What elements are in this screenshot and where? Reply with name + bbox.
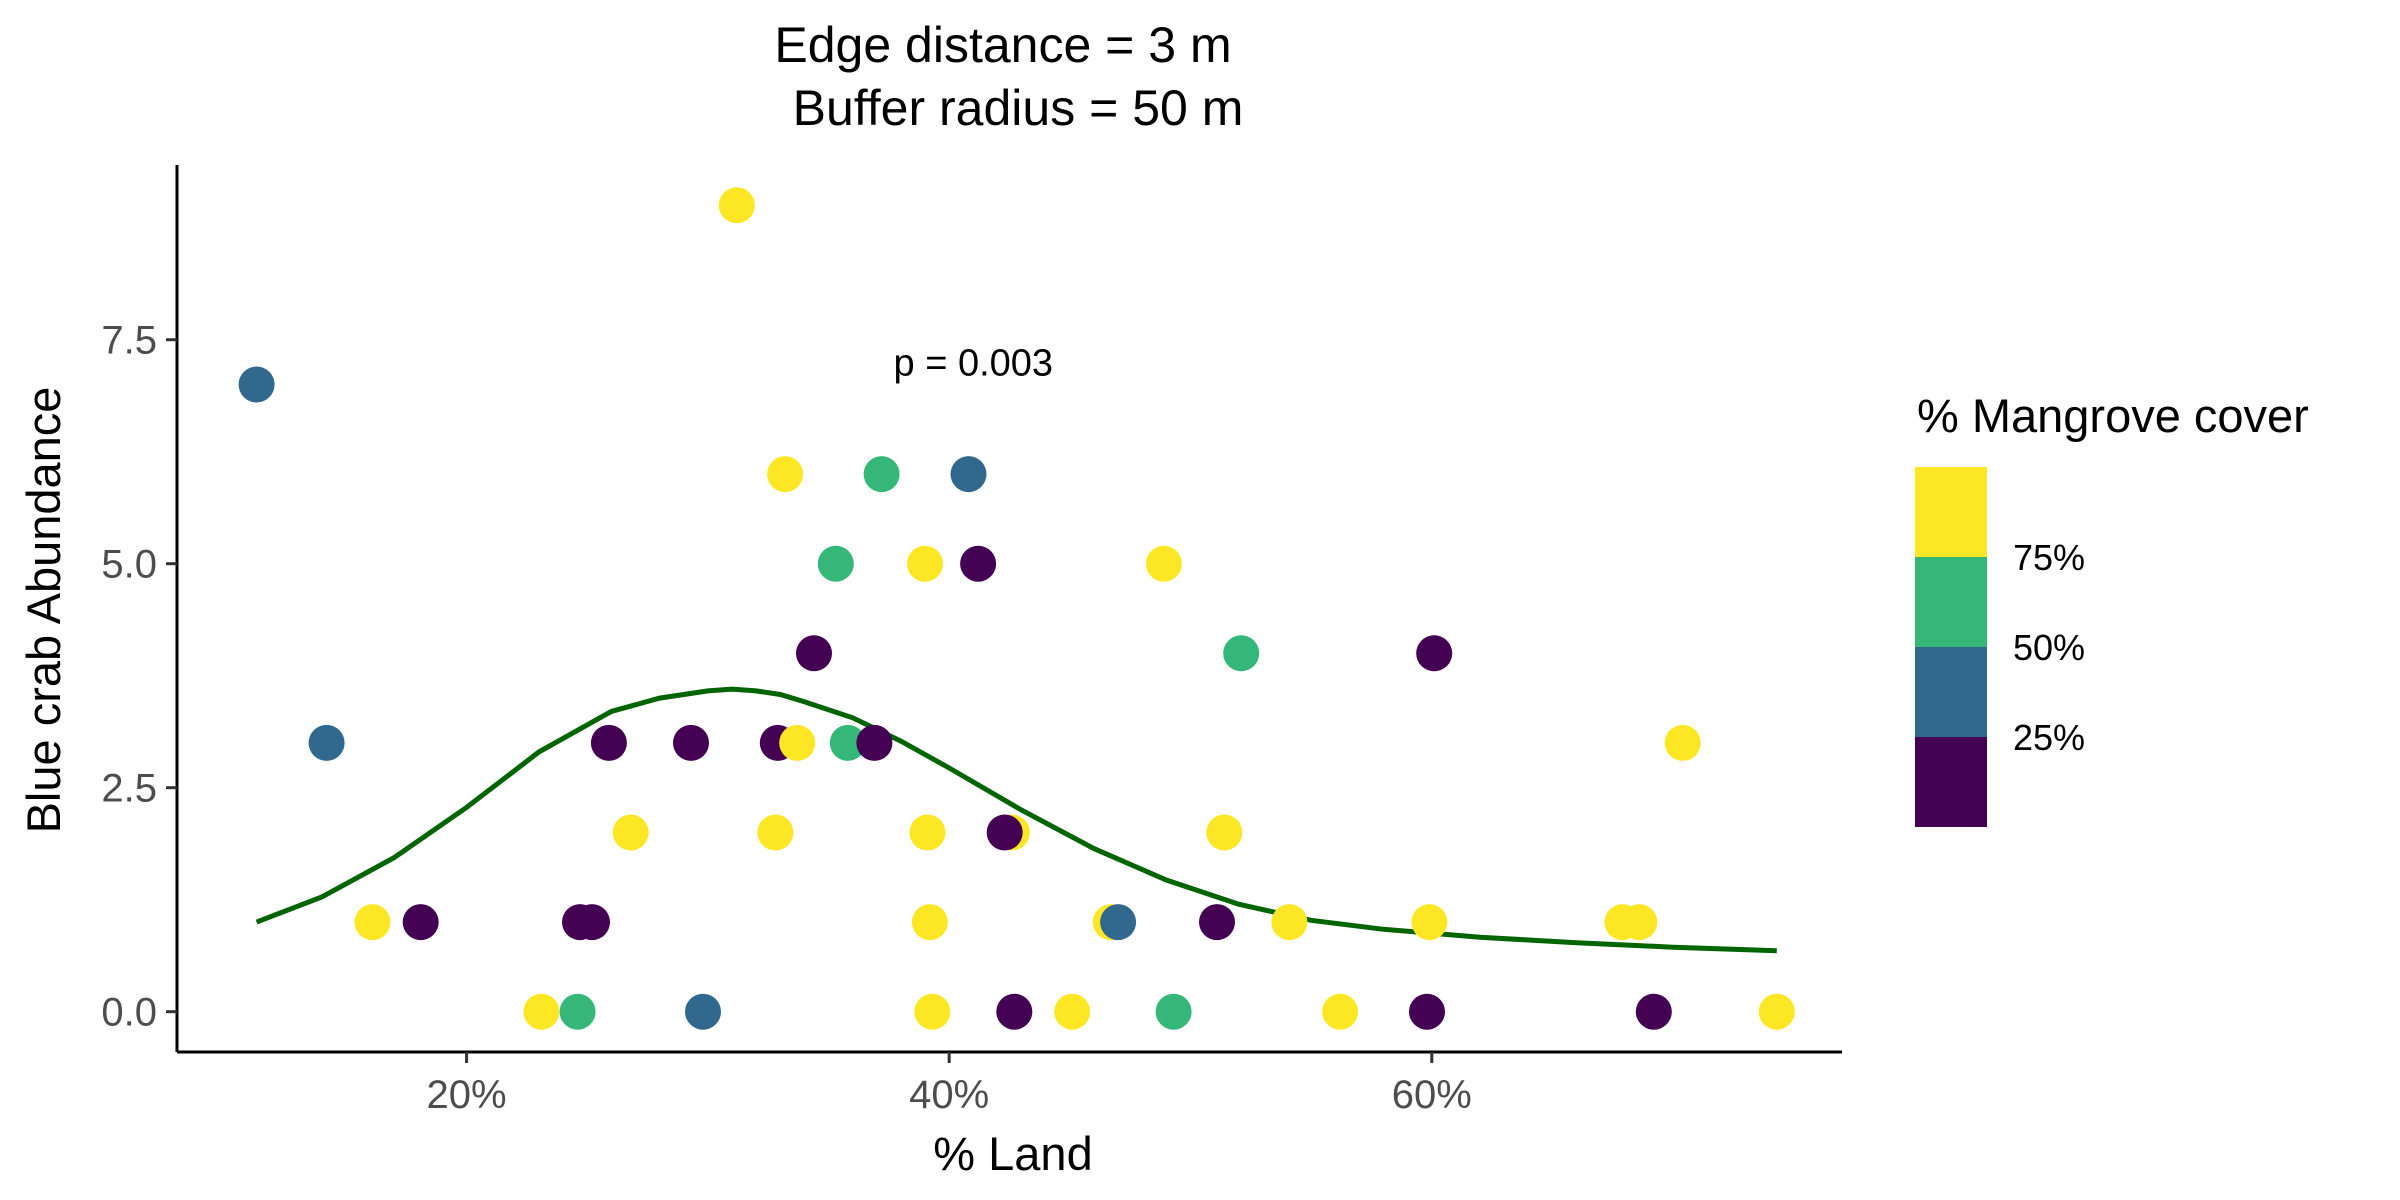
data-point <box>1054 993 1091 1030</box>
trend-line-layer <box>255 686 1777 954</box>
data-point <box>960 545 997 582</box>
axes: 20% 40% 60% 0.0 2.5 5.0 7.5 <box>101 165 1842 1117</box>
data-point <box>829 724 866 761</box>
data-point <box>779 724 816 761</box>
data-point <box>718 187 755 224</box>
x-tick-label: 60% <box>1392 1073 1472 1117</box>
x-tick-label: 20% <box>427 1073 507 1117</box>
data-point <box>996 993 1033 1030</box>
data-point <box>1411 904 1448 941</box>
chart-title: Edge distance = 3 m <box>774 17 1231 73</box>
data-point <box>914 993 951 1030</box>
y-tick-label: 0.0 <box>101 991 157 1035</box>
data-point <box>574 904 610 941</box>
data-point <box>559 993 596 1030</box>
legend-label: 50% <box>2013 627 2085 668</box>
data-point <box>354 904 391 941</box>
data-point <box>1155 993 1192 1030</box>
x-tick-label: 40% <box>909 1073 989 1117</box>
y-axis-title: Blue crab Abundance <box>17 387 70 834</box>
data-point <box>1100 904 1137 941</box>
trend-line <box>255 686 1777 954</box>
data-point <box>308 724 345 761</box>
data-point <box>1635 993 1672 1030</box>
data-point <box>817 545 854 582</box>
data-point <box>685 993 721 1030</box>
x-axis-title: % Land <box>933 1127 1092 1180</box>
data-point <box>1322 993 1359 1030</box>
data-point <box>757 814 794 851</box>
legend-color-bin <box>1915 737 1987 827</box>
data-point <box>1758 993 1795 1030</box>
p-value-annotation: p = 0.003 <box>894 343 1054 385</box>
data-point <box>1145 545 1182 582</box>
data-point <box>950 456 987 493</box>
data-point <box>909 814 946 851</box>
data-point <box>1664 724 1701 761</box>
data-point <box>986 814 1023 851</box>
data-point <box>1206 814 1243 851</box>
data-point <box>1271 904 1308 941</box>
data-point <box>1199 904 1235 941</box>
legend-color-bin <box>1915 467 1987 557</box>
y-tick-label: 7.5 <box>101 319 157 363</box>
points-layer <box>238 187 1795 1030</box>
data-point <box>856 724 893 761</box>
data-point <box>796 635 832 672</box>
data-point <box>907 545 943 582</box>
legend-color-bin <box>1915 557 1987 647</box>
chart-subtitle: Buffer radius = 50 m <box>793 80 1244 136</box>
data-point <box>863 456 900 493</box>
data-point <box>238 366 275 403</box>
data-point <box>767 456 804 493</box>
data-point <box>1416 635 1453 672</box>
legend-label: 75% <box>2013 537 2085 578</box>
data-point <box>402 904 439 941</box>
data-point <box>612 814 649 851</box>
legend: % Mangrove cover 75% 50% 25% <box>1915 389 2309 827</box>
data-point <box>1409 993 1445 1030</box>
legend-color-bin <box>1915 647 1987 737</box>
data-point <box>1621 904 1658 941</box>
legend-label: 25% <box>2013 717 2085 758</box>
data-point <box>590 724 627 761</box>
data-point <box>673 724 709 761</box>
legend-labels: 75% 50% 25% <box>2013 537 2085 758</box>
legend-colorbar <box>1915 467 1987 827</box>
y-tick-label: 2.5 <box>101 767 157 811</box>
y-tick-label: 5.0 <box>101 543 157 587</box>
legend-title: % Mangrove cover <box>1917 389 2309 442</box>
data-point <box>523 993 560 1030</box>
data-point <box>911 904 948 941</box>
data-point <box>1223 635 1260 672</box>
